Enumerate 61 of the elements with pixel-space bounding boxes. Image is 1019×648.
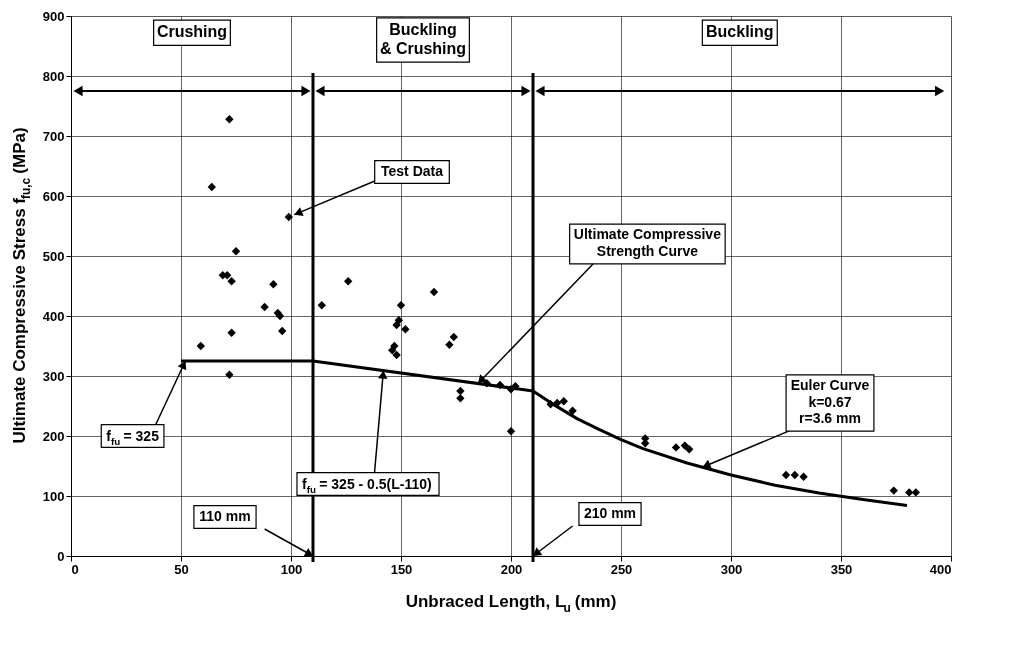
y-tick-label: 900 xyxy=(42,8,65,24)
point xyxy=(799,472,808,481)
x-tick-label: 200 xyxy=(500,561,523,577)
point xyxy=(781,470,791,480)
point xyxy=(344,277,353,286)
point xyxy=(396,301,406,310)
point xyxy=(196,341,205,351)
y-tick-label: 300 xyxy=(42,368,65,384)
annotation: Crushing xyxy=(156,23,228,41)
point xyxy=(641,439,650,448)
point xyxy=(445,340,454,349)
point xyxy=(685,445,694,454)
point xyxy=(317,301,326,310)
point xyxy=(284,212,293,222)
x-tick-label: 50 xyxy=(174,561,189,577)
y-tick-label: 200 xyxy=(42,428,65,444)
y-tick-label: 0 xyxy=(57,548,65,564)
y-tick-label: 400 xyxy=(42,308,65,324)
point xyxy=(449,332,458,342)
y-axis-title: Ultimate Compressive Stress ffu,c (MPa) xyxy=(9,127,34,444)
point xyxy=(225,370,234,379)
x-tick-label: 250 xyxy=(610,561,633,577)
x-tick-label: 300 xyxy=(720,561,743,577)
point xyxy=(392,320,401,330)
point xyxy=(456,394,465,403)
point xyxy=(227,328,236,337)
point xyxy=(680,441,689,450)
y-tick-label: 800 xyxy=(42,68,65,84)
point xyxy=(559,397,568,406)
annotation: Ultimate Compressive Strength Curve xyxy=(573,226,722,259)
point xyxy=(260,302,269,312)
point xyxy=(889,486,898,495)
y-tick-label: 700 xyxy=(42,128,65,144)
point xyxy=(790,470,799,480)
y-tick-label: 100 xyxy=(42,488,65,504)
x-tick-label: 0 xyxy=(71,561,79,577)
point xyxy=(506,427,516,436)
x-tick-label: 400 xyxy=(929,561,952,577)
ref-line-label: 110 mm xyxy=(199,507,251,524)
point xyxy=(388,346,397,355)
point xyxy=(429,287,439,297)
ref-line-label: 210 mm xyxy=(583,504,637,521)
annotation: Buckling & Crushing xyxy=(379,20,467,57)
annotation: Test Data xyxy=(381,162,444,179)
x-tick-label: 100 xyxy=(280,561,303,577)
point xyxy=(911,488,920,497)
point xyxy=(269,280,278,289)
x-tick-label: 350 xyxy=(830,561,853,577)
point xyxy=(401,325,410,334)
point xyxy=(207,182,216,192)
point xyxy=(278,326,287,336)
point xyxy=(227,277,236,286)
point xyxy=(392,350,401,360)
annotation: Euler Curve k=0.67 r=3.6 mm xyxy=(790,376,870,427)
point xyxy=(671,443,681,452)
annotation: Buckling xyxy=(706,23,774,41)
point xyxy=(225,115,234,124)
point xyxy=(231,247,241,256)
y-tick-label: 600 xyxy=(42,188,65,204)
x-tick-label: 150 xyxy=(390,561,413,577)
y-tick-label: 500 xyxy=(42,248,65,264)
